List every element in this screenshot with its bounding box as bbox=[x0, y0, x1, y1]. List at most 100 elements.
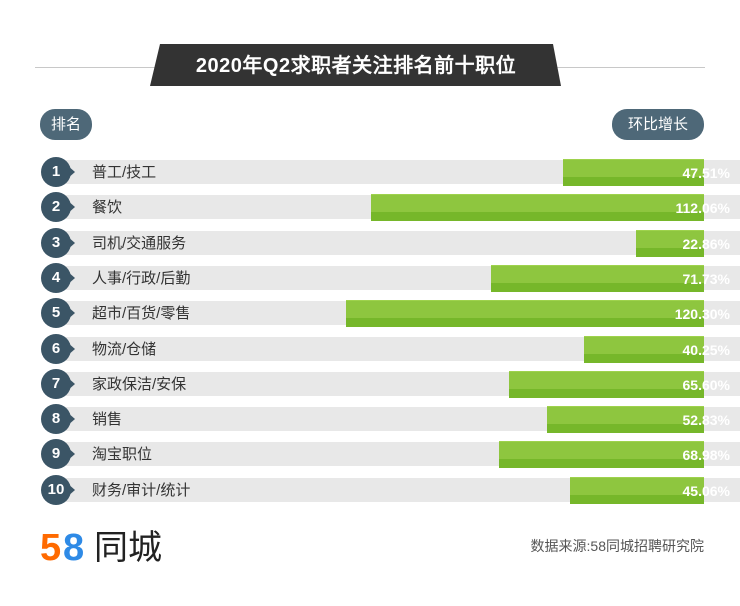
bar-shade bbox=[490, 282, 704, 292]
rank-badge: 6 bbox=[40, 333, 76, 365]
badge-circle bbox=[41, 157, 71, 187]
rank-number: 5 bbox=[51, 304, 61, 322]
bar bbox=[370, 194, 704, 222]
rank-number: 8 bbox=[51, 410, 61, 428]
bar bbox=[546, 406, 704, 434]
bar-shade bbox=[584, 353, 704, 363]
rank-badge: 3 bbox=[40, 227, 76, 259]
category-label: 人事/行政/后勤 bbox=[92, 269, 191, 287]
category-label: 淘宝职位 bbox=[92, 446, 153, 464]
rank-badge: 1 bbox=[40, 156, 76, 188]
chart-row: 47.51% 1 普工/技工 bbox=[40, 156, 740, 188]
rank-badge-shape bbox=[41, 439, 75, 470]
rank-badge: 7 bbox=[40, 368, 76, 400]
category-label: 超市/百货/零售 bbox=[92, 305, 191, 323]
rank-badge-shape bbox=[41, 474, 75, 505]
bar bbox=[498, 441, 704, 469]
value-label: 112.06% bbox=[675, 200, 731, 217]
rank-badge-shape bbox=[41, 227, 75, 258]
rank-number: 6 bbox=[51, 339, 61, 357]
value-label: 47.51% bbox=[682, 165, 730, 181]
chart-title: 2020年Q2求职者关注排名前十职位 bbox=[195, 55, 517, 77]
rank-badge-shape bbox=[41, 333, 75, 364]
rank-number: 9 bbox=[51, 445, 61, 463]
rank-number: 4 bbox=[51, 268, 61, 286]
chart-row: 112.06% 2 餐饮 bbox=[40, 191, 740, 223]
chart-row: 22.86% 3 司机/交通服务 bbox=[40, 227, 740, 259]
bar bbox=[584, 335, 704, 363]
rank-badge: 4 bbox=[40, 262, 76, 294]
chart-row: 68.98% 9 淘宝职位 bbox=[40, 438, 740, 470]
value-label: 120.30% bbox=[674, 306, 730, 323]
value-label: 65.60% bbox=[682, 376, 730, 393]
title-rule-left bbox=[35, 67, 175, 68]
chart-row: 52.83% 8 销售 bbox=[40, 403, 740, 435]
category-label: 财务/审计/统计 bbox=[92, 481, 191, 499]
rank-badge-shape bbox=[41, 368, 75, 399]
bar bbox=[508, 370, 704, 398]
value-label: 71.73% bbox=[682, 270, 730, 287]
badge-circle bbox=[41, 439, 71, 470]
bar bbox=[562, 159, 704, 186]
category-label: 餐饮 bbox=[92, 199, 123, 217]
chart-row: 71.73% 4 人事/行政/后勤 bbox=[40, 262, 740, 294]
bar-shade bbox=[498, 459, 704, 469]
bar-shade bbox=[569, 494, 704, 504]
badge-circle bbox=[41, 333, 71, 364]
value-label: 45.06% bbox=[682, 482, 730, 499]
category-label: 物流/仓储 bbox=[92, 340, 157, 358]
badge-circle bbox=[41, 368, 71, 399]
bar-shade bbox=[562, 177, 704, 186]
bar-shade bbox=[346, 318, 704, 328]
value-label: 22.86% bbox=[682, 235, 730, 252]
bar bbox=[569, 476, 704, 504]
chart-row: 40.25% 6 物流/仓储 bbox=[40, 333, 740, 365]
value-label: 52.83% bbox=[682, 412, 730, 429]
bar-shade bbox=[370, 212, 704, 222]
rank-badge-shape bbox=[41, 404, 75, 435]
rank-badge: 5 bbox=[40, 297, 76, 329]
rank-badge-shape bbox=[41, 298, 75, 329]
rank-number: 7 bbox=[51, 374, 61, 392]
badge-circle bbox=[41, 298, 71, 329]
badge-circle bbox=[41, 474, 71, 505]
rank-badge: 8 bbox=[40, 403, 76, 435]
title-banner bbox=[150, 44, 561, 86]
rank-badge-shape bbox=[41, 192, 75, 223]
badge-circle bbox=[41, 192, 71, 223]
rank-badge-shape bbox=[41, 262, 75, 293]
logo-text: 同城 bbox=[94, 529, 162, 567]
badge-circle bbox=[41, 404, 71, 435]
chart-row: 65.60% 7 家政保洁/安保 bbox=[40, 368, 740, 400]
chart-row: 120.30% 5 超市/百货/零售 bbox=[40, 297, 740, 329]
title-rule-right bbox=[540, 67, 705, 68]
bar bbox=[346, 300, 704, 328]
data-source: 数据来源:58同城招聘研究院 bbox=[530, 538, 704, 554]
bar-shade bbox=[546, 424, 704, 434]
bar bbox=[490, 264, 704, 292]
growth-header-pill: 环比增长 bbox=[612, 109, 704, 140]
rank-badge-shape bbox=[41, 157, 75, 187]
category-label: 普工/技工 bbox=[92, 164, 157, 181]
bar-track bbox=[62, 230, 740, 255]
logo-digit-five: 5 bbox=[40, 527, 62, 569]
value-label: 68.98% bbox=[682, 447, 730, 464]
category-label: 家政保洁/安保 bbox=[92, 375, 187, 393]
chart-row: 45.06% 10 财务/审计/统计 bbox=[40, 474, 740, 506]
rank-number: 3 bbox=[51, 233, 61, 251]
rank-badge: 10 bbox=[40, 474, 76, 506]
rank-header-pill: 排名 bbox=[40, 109, 92, 140]
bar-shade bbox=[635, 247, 704, 257]
rank-number: 2 bbox=[51, 198, 61, 216]
badge-circle bbox=[41, 262, 71, 293]
category-label: 司机/交通服务 bbox=[92, 234, 187, 252]
bar-shade bbox=[508, 388, 704, 398]
rank-number: 1 bbox=[51, 163, 61, 180]
rank-badge: 9 bbox=[40, 438, 76, 470]
bar bbox=[635, 229, 704, 257]
value-label: 40.25% bbox=[682, 341, 730, 358]
rank-number: 10 bbox=[47, 480, 65, 498]
category-label: 销售 bbox=[92, 411, 123, 429]
rank-badge: 2 bbox=[40, 191, 76, 223]
